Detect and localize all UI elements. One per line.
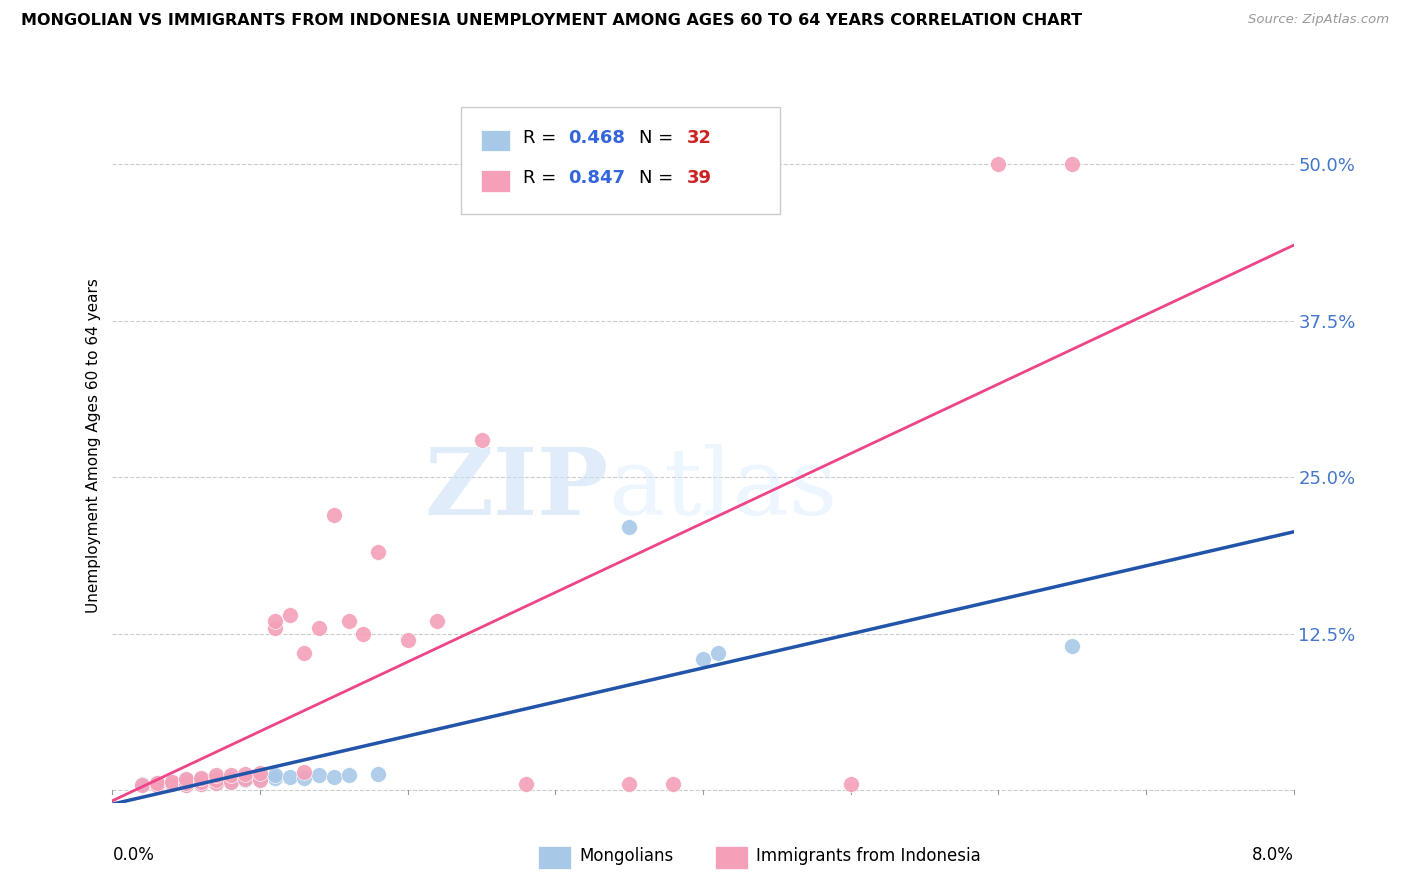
Point bbox=[292, 764, 315, 779]
Point bbox=[278, 770, 301, 784]
Point bbox=[619, 520, 641, 534]
Point bbox=[987, 157, 1010, 171]
Point bbox=[174, 776, 197, 790]
Point bbox=[146, 778, 169, 792]
Point bbox=[233, 773, 256, 788]
Text: 32: 32 bbox=[686, 128, 711, 146]
Point bbox=[249, 773, 271, 788]
Point bbox=[264, 614, 287, 628]
Point bbox=[323, 508, 346, 522]
Point bbox=[190, 772, 212, 786]
Point bbox=[190, 774, 212, 789]
Text: 8.0%: 8.0% bbox=[1251, 846, 1294, 863]
Point bbox=[174, 778, 197, 792]
Point bbox=[292, 771, 315, 785]
Point bbox=[367, 545, 389, 559]
Point bbox=[160, 774, 183, 789]
Point bbox=[308, 768, 330, 782]
Point bbox=[323, 770, 346, 784]
Text: 39: 39 bbox=[686, 169, 711, 187]
Point bbox=[160, 777, 183, 791]
Text: Mongolians: Mongolians bbox=[579, 847, 673, 865]
Text: atlas: atlas bbox=[609, 444, 838, 533]
Point bbox=[190, 777, 212, 791]
Point bbox=[174, 773, 197, 788]
Point bbox=[146, 776, 169, 790]
Text: Immigrants from Indonesia: Immigrants from Indonesia bbox=[756, 847, 981, 865]
Point bbox=[515, 777, 537, 791]
Text: ZIP: ZIP bbox=[425, 444, 609, 533]
Point bbox=[292, 646, 315, 660]
Point bbox=[839, 777, 862, 791]
Point bbox=[146, 778, 169, 792]
Text: 0.468: 0.468 bbox=[568, 128, 626, 146]
Point bbox=[396, 633, 419, 648]
FancyBboxPatch shape bbox=[461, 107, 780, 214]
Point bbox=[233, 772, 256, 786]
Point bbox=[205, 771, 228, 785]
FancyBboxPatch shape bbox=[714, 847, 748, 869]
Text: R =: R = bbox=[523, 128, 562, 146]
Point bbox=[205, 768, 228, 782]
Point bbox=[264, 771, 287, 785]
Point bbox=[205, 776, 228, 790]
Point bbox=[249, 772, 271, 786]
Point bbox=[426, 614, 449, 628]
Text: R =: R = bbox=[523, 169, 562, 187]
Point bbox=[190, 771, 212, 785]
Point bbox=[662, 777, 685, 791]
Point bbox=[264, 621, 287, 635]
Text: MONGOLIAN VS IMMIGRANTS FROM INDONESIA UNEMPLOYMENT AMONG AGES 60 TO 64 YEARS CO: MONGOLIAN VS IMMIGRANTS FROM INDONESIA U… bbox=[21, 13, 1083, 29]
Point bbox=[219, 772, 242, 786]
Point bbox=[278, 607, 301, 622]
Point bbox=[707, 646, 730, 660]
Text: N =: N = bbox=[640, 128, 679, 146]
Point bbox=[205, 773, 228, 788]
Point bbox=[352, 627, 374, 641]
Point bbox=[205, 776, 228, 790]
Point bbox=[692, 652, 714, 666]
Point bbox=[131, 777, 153, 791]
Point bbox=[1062, 157, 1084, 171]
Point bbox=[190, 774, 212, 789]
Text: 0.0%: 0.0% bbox=[112, 846, 155, 863]
Point bbox=[233, 767, 256, 781]
Point bbox=[233, 771, 256, 785]
Point bbox=[174, 772, 197, 786]
Point bbox=[471, 433, 494, 447]
FancyBboxPatch shape bbox=[481, 170, 510, 192]
Y-axis label: Unemployment Among Ages 60 to 64 years: Unemployment Among Ages 60 to 64 years bbox=[86, 278, 101, 614]
Point bbox=[146, 776, 169, 790]
Point bbox=[219, 768, 242, 782]
Point bbox=[174, 778, 197, 792]
Point bbox=[160, 777, 183, 791]
Point bbox=[249, 765, 271, 780]
Point bbox=[367, 767, 389, 781]
Point bbox=[219, 774, 242, 789]
Point bbox=[337, 614, 360, 628]
FancyBboxPatch shape bbox=[481, 129, 510, 152]
FancyBboxPatch shape bbox=[537, 847, 571, 869]
Point bbox=[131, 778, 153, 792]
Text: 0.847: 0.847 bbox=[568, 169, 626, 187]
Text: N =: N = bbox=[640, 169, 679, 187]
Text: Source: ZipAtlas.com: Source: ZipAtlas.com bbox=[1249, 13, 1389, 27]
Point bbox=[219, 774, 242, 789]
Point bbox=[308, 621, 330, 635]
Point bbox=[174, 776, 197, 790]
Point bbox=[1062, 640, 1084, 654]
Point bbox=[337, 768, 360, 782]
Point bbox=[205, 773, 228, 788]
Point bbox=[160, 774, 183, 789]
Point bbox=[190, 777, 212, 791]
Point bbox=[249, 770, 271, 784]
Point bbox=[619, 777, 641, 791]
Point bbox=[264, 768, 287, 782]
